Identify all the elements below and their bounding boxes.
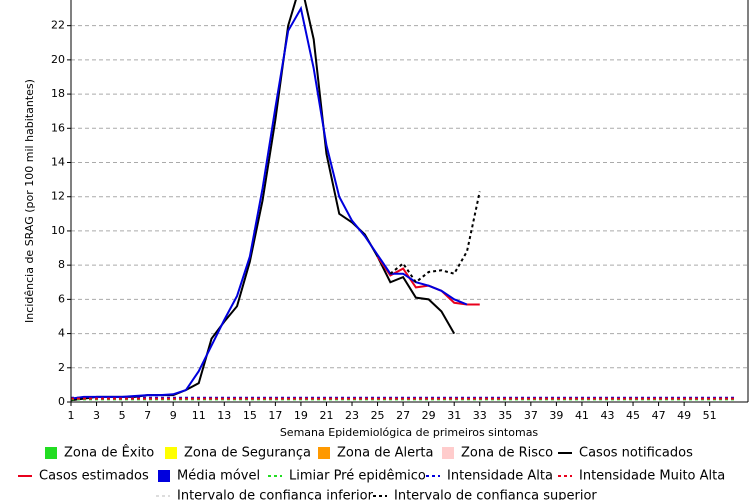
y-axis-title: Incidência de SRAG (por 100 mil habitant…: [23, 79, 36, 323]
legend-label: Intervalo de confiança superior: [394, 489, 597, 500]
x-tick-label: 3: [93, 409, 100, 422]
x-tick-label: 37: [524, 409, 538, 422]
x-tick-label: 11: [192, 409, 206, 422]
x-tick-label: 33: [473, 409, 487, 422]
y-tick-label: 8: [58, 258, 65, 271]
y-tick-label: 2: [58, 361, 65, 374]
legend-label: Zona de Risco: [461, 446, 553, 461]
legend-label: Média móvel: [177, 469, 260, 484]
legend-label: Zona de Alerta: [337, 446, 434, 461]
x-tick-label: 1: [68, 409, 75, 422]
x-tick-label: 17: [268, 409, 282, 422]
legend-label: Casos estimados: [39, 469, 149, 484]
y-tick-label: 10: [51, 224, 65, 237]
y-tick-label: 18: [51, 87, 65, 100]
legend-label: Intervalo de confiança inferior: [177, 489, 374, 500]
x-axis-title: Semana Epidemiológica de primeiros sinto…: [280, 426, 539, 439]
x-tick-label: 23: [345, 409, 359, 422]
x-tick-label: 9: [170, 409, 177, 422]
legend-label: Intensidade Muito Alta: [579, 469, 725, 484]
legend-swatch: [158, 470, 170, 482]
y-tick-label: 0: [58, 395, 65, 408]
legend-label: Intensidade Alta: [447, 469, 553, 484]
x-tick-label: 49: [677, 409, 691, 422]
y-tick-label: 16: [51, 121, 65, 134]
x-tick-label: 13: [217, 409, 231, 422]
y-tick-label: 14: [51, 156, 65, 169]
x-tick-label: 47: [652, 409, 666, 422]
x-tick-label: 21: [319, 409, 333, 422]
legend-swatch: [318, 447, 330, 459]
x-tick-label: 25: [371, 409, 385, 422]
legend-label: Zona de Êxito: [64, 445, 154, 461]
x-tick-label: 45: [626, 409, 640, 422]
legend-swatch: [442, 447, 454, 459]
x-tick-label: 15: [243, 409, 257, 422]
legend-label: Limiar Pré epidêmico: [289, 469, 426, 484]
x-tick-label: 29: [422, 409, 436, 422]
x-tick-label: 43: [600, 409, 614, 422]
x-tick-label: 31: [447, 409, 461, 422]
series-line: [389, 191, 481, 284]
series-line: [71, 5, 468, 400]
x-tick-label: 35: [498, 409, 512, 422]
legend-label: Casos notificados: [579, 446, 693, 461]
x-tick-label: 41: [575, 409, 589, 422]
legend-swatch: [165, 447, 177, 459]
y-tick-label: 6: [58, 292, 65, 305]
y-tick-label: 20: [51, 53, 65, 66]
x-tick-label: 27: [396, 409, 410, 422]
y-tick-label: 4: [58, 327, 65, 340]
y-tick-label: 12: [51, 190, 65, 203]
x-tick-label: 7: [144, 409, 151, 422]
x-tick-label: 5: [119, 409, 126, 422]
y-tick-label: 22: [51, 19, 65, 32]
x-tick-label: 39: [549, 409, 563, 422]
x-tick-label: 19: [294, 409, 308, 422]
legend-label: Zona de Segurança: [184, 446, 311, 461]
legend-swatch: [45, 447, 57, 459]
x-tick-label: 51: [703, 409, 717, 422]
